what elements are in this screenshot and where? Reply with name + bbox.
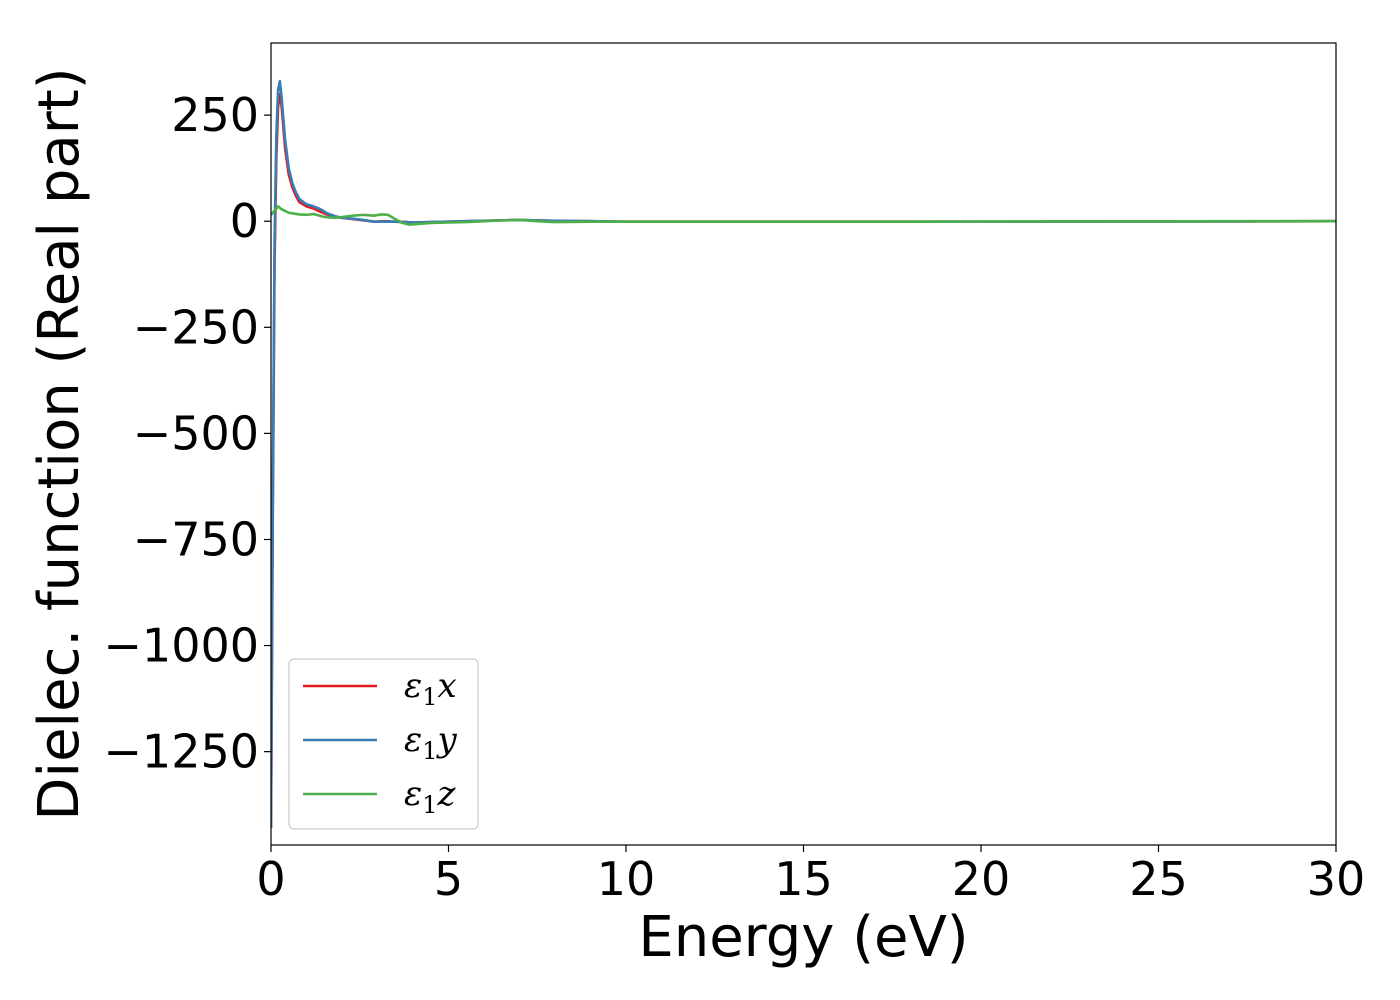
legend: ε1x ε1y ε1z (288, 658, 479, 830)
x-tick-label: 20 (952, 852, 1011, 906)
y-tick-label: −500 (133, 406, 259, 460)
y-axis-ticks: 250 0 −250 −500 −750 −1000 −1250 (103, 88, 271, 779)
x-tick-label: 30 (1307, 852, 1366, 906)
x-tick-label: 15 (774, 852, 833, 906)
y-tick-label: −750 (133, 512, 259, 566)
y-tick-label: −250 (133, 300, 259, 354)
series-line-z (271, 205, 1336, 226)
x-axis-label: Energy (eV) (638, 905, 968, 970)
series-lines (271, 79, 1336, 829)
x-tick-label: 5 (434, 852, 463, 906)
x-tick-label: 10 (597, 852, 656, 906)
legend-label-x: ε1x (404, 666, 457, 711)
legend-box (288, 658, 479, 830)
x-tick-label: 25 (1129, 852, 1188, 906)
y-tick-label: −1250 (103, 725, 259, 779)
legend-label-y: ε1y (404, 720, 458, 765)
legend-label-z: ε1z (404, 774, 457, 819)
y-axis-label: Dielec. function (Real part) (27, 67, 92, 820)
x-axis-ticks: 0 5 10 15 20 25 30 (256, 845, 1365, 906)
y-tick-label: 0 (230, 194, 259, 248)
y-tick-label: −1000 (103, 619, 259, 673)
y-tick-label: 250 (171, 88, 259, 142)
x-tick-label: 0 (256, 852, 285, 906)
